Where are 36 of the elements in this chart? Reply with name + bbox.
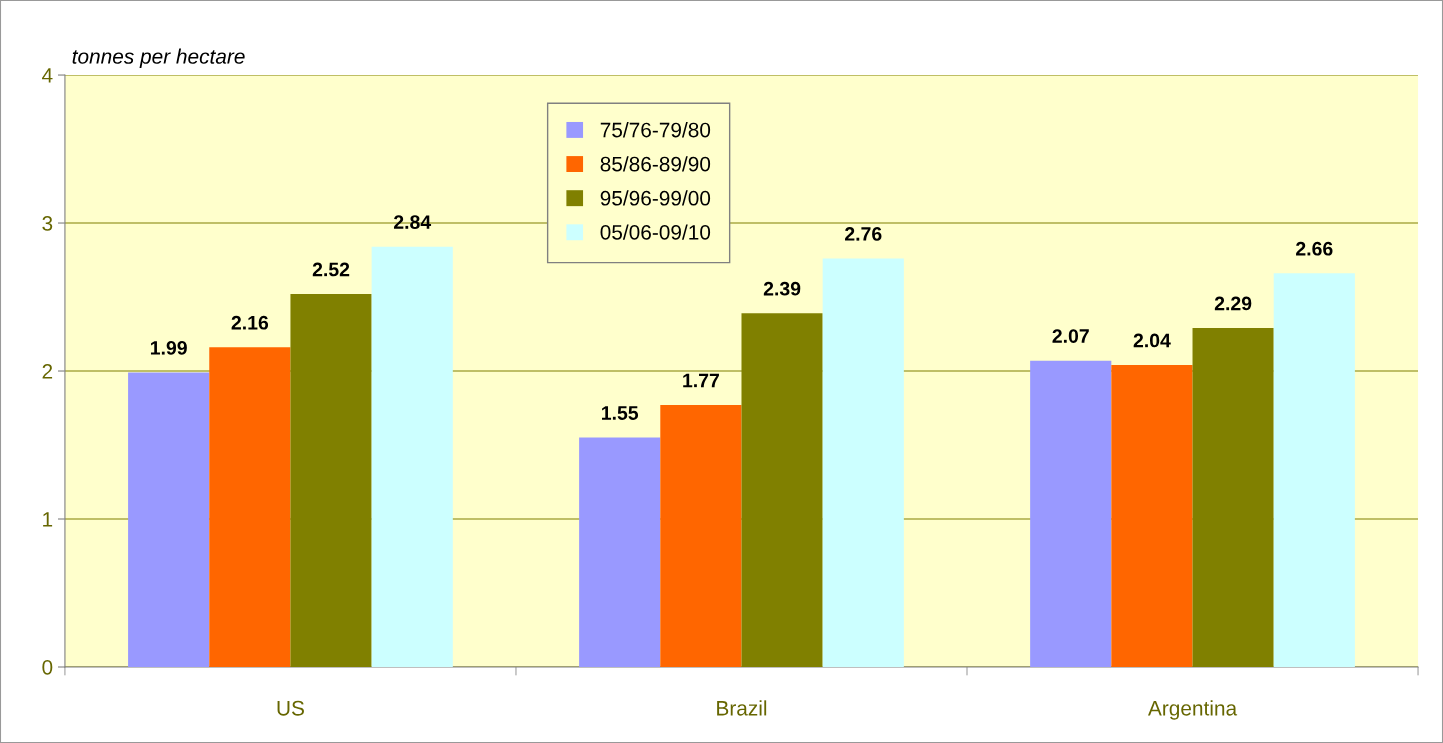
- bar: [1192, 328, 1274, 667]
- data-label: 2.04: [1133, 333, 1171, 348]
- x-tick-label: Brazil: [717, 700, 767, 716]
- y-tick-label: 3: [42, 216, 53, 231]
- x-tick-label: US: [277, 700, 304, 716]
- y-tick-label: 2: [42, 364, 53, 379]
- bar: [660, 405, 742, 667]
- bar: [371, 246, 453, 667]
- data-label: 1.99: [150, 341, 187, 355]
- data-label: 2.07: [1052, 329, 1089, 343]
- data-label: 2.76: [845, 227, 882, 241]
- bar: [290, 294, 372, 667]
- legend-label: 75/76-79/80: [600, 122, 711, 138]
- y-tick-label: 0: [42, 659, 53, 675]
- data-label: 2.66: [1296, 241, 1333, 256]
- data-label: 2.84: [393, 215, 432, 229]
- bar: [1111, 365, 1193, 667]
- legend-label: 05/06-09/10: [600, 224, 711, 240]
- data-label: 2.16: [231, 315, 269, 330]
- bar: [1273, 273, 1355, 667]
- y-tick-label: 1: [43, 512, 53, 527]
- y-axis-title: tonnes per hectare: [72, 48, 245, 68]
- bar: [1030, 360, 1112, 667]
- data-label: 1.77: [683, 373, 719, 388]
- data-label: 1.55: [602, 406, 639, 420]
- data-label: 2.52: [312, 262, 350, 277]
- bar: [209, 347, 291, 667]
- bar: [822, 258, 904, 667]
- legend-label: 95/96-99/00: [600, 190, 711, 206]
- bar: [579, 437, 661, 667]
- bar: [128, 372, 210, 667]
- x-tick-label: Argentina: [1147, 700, 1238, 720]
- data-label: 2.29: [1214, 296, 1252, 311]
- data-label: 2.39: [763, 281, 801, 296]
- legend-label: 85/86-89/90: [600, 156, 711, 172]
- y-tick-label: 4: [42, 68, 53, 83]
